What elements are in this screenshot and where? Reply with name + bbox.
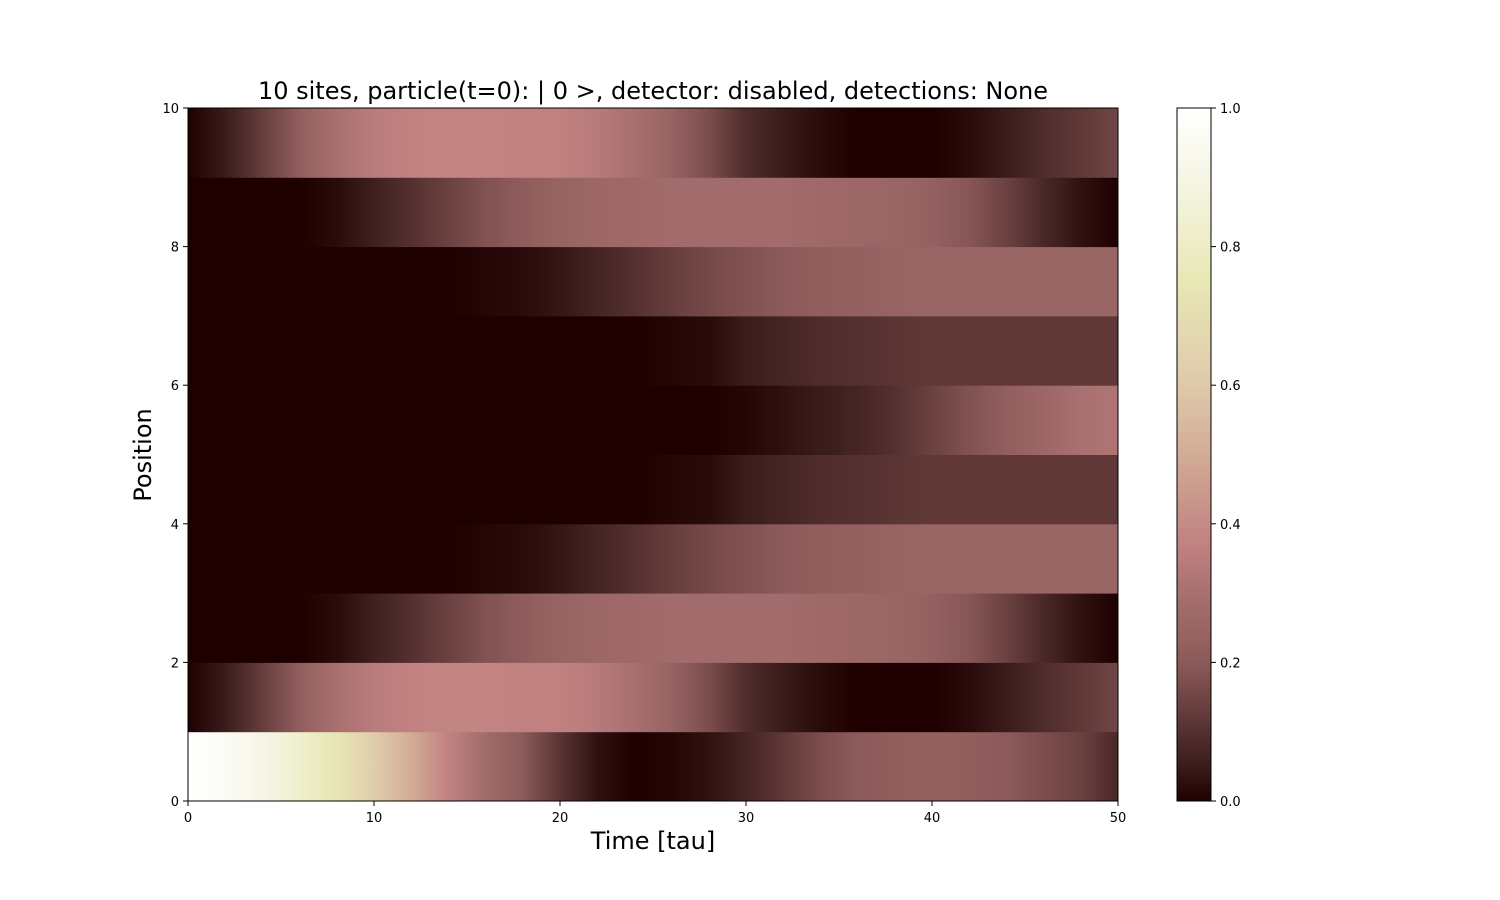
heatmap-row-site-7: [188, 246, 1118, 317]
x-tick-label: 40: [924, 811, 941, 826]
y-tick-label: 10: [162, 102, 179, 117]
heatmap-row-site-0: [188, 731, 1118, 802]
y-tick-label: 8: [171, 241, 179, 256]
heatmap-row-site-6: [188, 315, 1118, 386]
x-tick-label: 50: [1110, 811, 1127, 826]
y-axis: 0 2 4 6 8 10: [162, 102, 188, 810]
colorbar: 0.0 0.2 0.4 0.6 0.8 1.0: [1176, 102, 1241, 810]
heatmap-row-site-1: [188, 662, 1118, 733]
x-axis-label: Time [tau]: [590, 827, 715, 855]
chart-title: 10 sites, particle(t=0): | 0 >, detector…: [258, 77, 1048, 105]
heatmap-row-site-5: [188, 385, 1118, 455]
colorbar-gradient: [1176, 107, 1212, 802]
colorbar-tick-label: 0.4: [1220, 518, 1241, 533]
y-tick-label: 4: [171, 518, 179, 533]
y-tick-label: 0: [171, 795, 179, 810]
colorbar-tick-label: 0.8: [1220, 241, 1241, 256]
heatmap-row-site-9: [188, 108, 1118, 178]
heatmap-row-site-3: [188, 523, 1118, 594]
heatmap-row-site-2: [188, 593, 1118, 663]
colorbar-tick-label: 0.0: [1220, 795, 1241, 810]
y-axis-label: Position: [129, 408, 157, 501]
x-tick-label: 30: [738, 811, 755, 826]
x-axis: 0 10 20 30 40 50: [184, 801, 1126, 826]
x-tick-label: 20: [552, 811, 569, 826]
heatmap-row-site-8: [188, 177, 1118, 248]
x-tick-label: 0: [184, 811, 192, 826]
y-tick-label: 2: [171, 656, 179, 671]
colorbar-tick-label: 1.0: [1220, 102, 1241, 117]
colorbar-tick-label: 0.2: [1220, 656, 1241, 671]
plot-area: [188, 108, 1118, 802]
x-tick-label: 10: [366, 811, 383, 826]
plot-frame: [187, 107, 1119, 802]
y-tick-label: 6: [171, 379, 179, 394]
colorbar-tick-label: 0.6: [1220, 379, 1241, 394]
heatmap-row-site-4: [188, 454, 1118, 525]
